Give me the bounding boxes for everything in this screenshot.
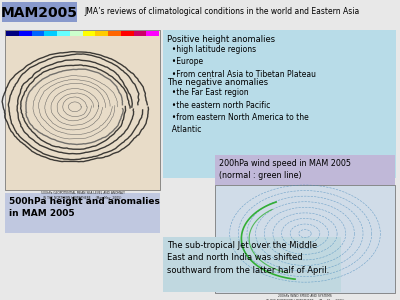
Bar <box>108 31 121 36</box>
Text: Positive height anomalies: Positive height anomalies <box>167 35 275 44</box>
Bar <box>134 31 146 36</box>
Text: The sub-tropical Jet over the Middle
East and north India was shifted
southward : The sub-tropical Jet over the Middle Eas… <box>167 241 329 275</box>
Bar <box>82 31 95 36</box>
Text: •the Far East region
  •the eastern north Pacific
  •from eastern North America : •the Far East region •the eastern north … <box>167 88 309 134</box>
Text: The negative anomalies: The negative anomalies <box>167 78 268 87</box>
Text: MAM2005: MAM2005 <box>0 6 78 20</box>
Text: •high latitude regions
  •Europe
  •From central Asia to Tibetan Plateau: •high latitude regions •Europe •From cen… <box>167 45 316 79</box>
Text: 200hPa wind speed in MAM 2005
(normal : green line): 200hPa wind speed in MAM 2005 (normal : … <box>219 159 351 181</box>
Bar <box>32 31 44 36</box>
Bar <box>2 2 77 22</box>
Bar <box>19 31 32 36</box>
Bar <box>95 31 108 36</box>
Bar <box>163 30 396 178</box>
Bar <box>146 31 159 36</box>
Text: 500hPa GEOPOTENTIAL MEAN SEA LEVEL AND ANOMALY
IN THE NORTHERN HEMISPHERE     (M: 500hPa GEOPOTENTIAL MEAN SEA LEVEL AND A… <box>40 191 124 200</box>
Bar <box>57 31 70 36</box>
Bar <box>5 193 160 233</box>
Bar <box>215 185 395 293</box>
Bar <box>163 237 341 292</box>
Bar <box>5 30 160 190</box>
Bar <box>121 31 134 36</box>
Bar <box>44 31 57 36</box>
Text: 500hPa height and anomalies
in MAM 2005: 500hPa height and anomalies in MAM 2005 <box>9 197 160 218</box>
Bar <box>215 155 395 185</box>
Bar <box>70 31 82 36</box>
Text: 200hPa WIND SPEED AND SYSTEMS
IN THE NORTHERN HEMISPHERE     (Mar.-May  2005): 200hPa WIND SPEED AND SYSTEMS IN THE NOR… <box>266 294 344 300</box>
Bar <box>6 31 19 36</box>
Text: JMA’s reviews of climatological conditions in the world and Eastern Asia: JMA’s reviews of climatological conditio… <box>84 8 359 16</box>
